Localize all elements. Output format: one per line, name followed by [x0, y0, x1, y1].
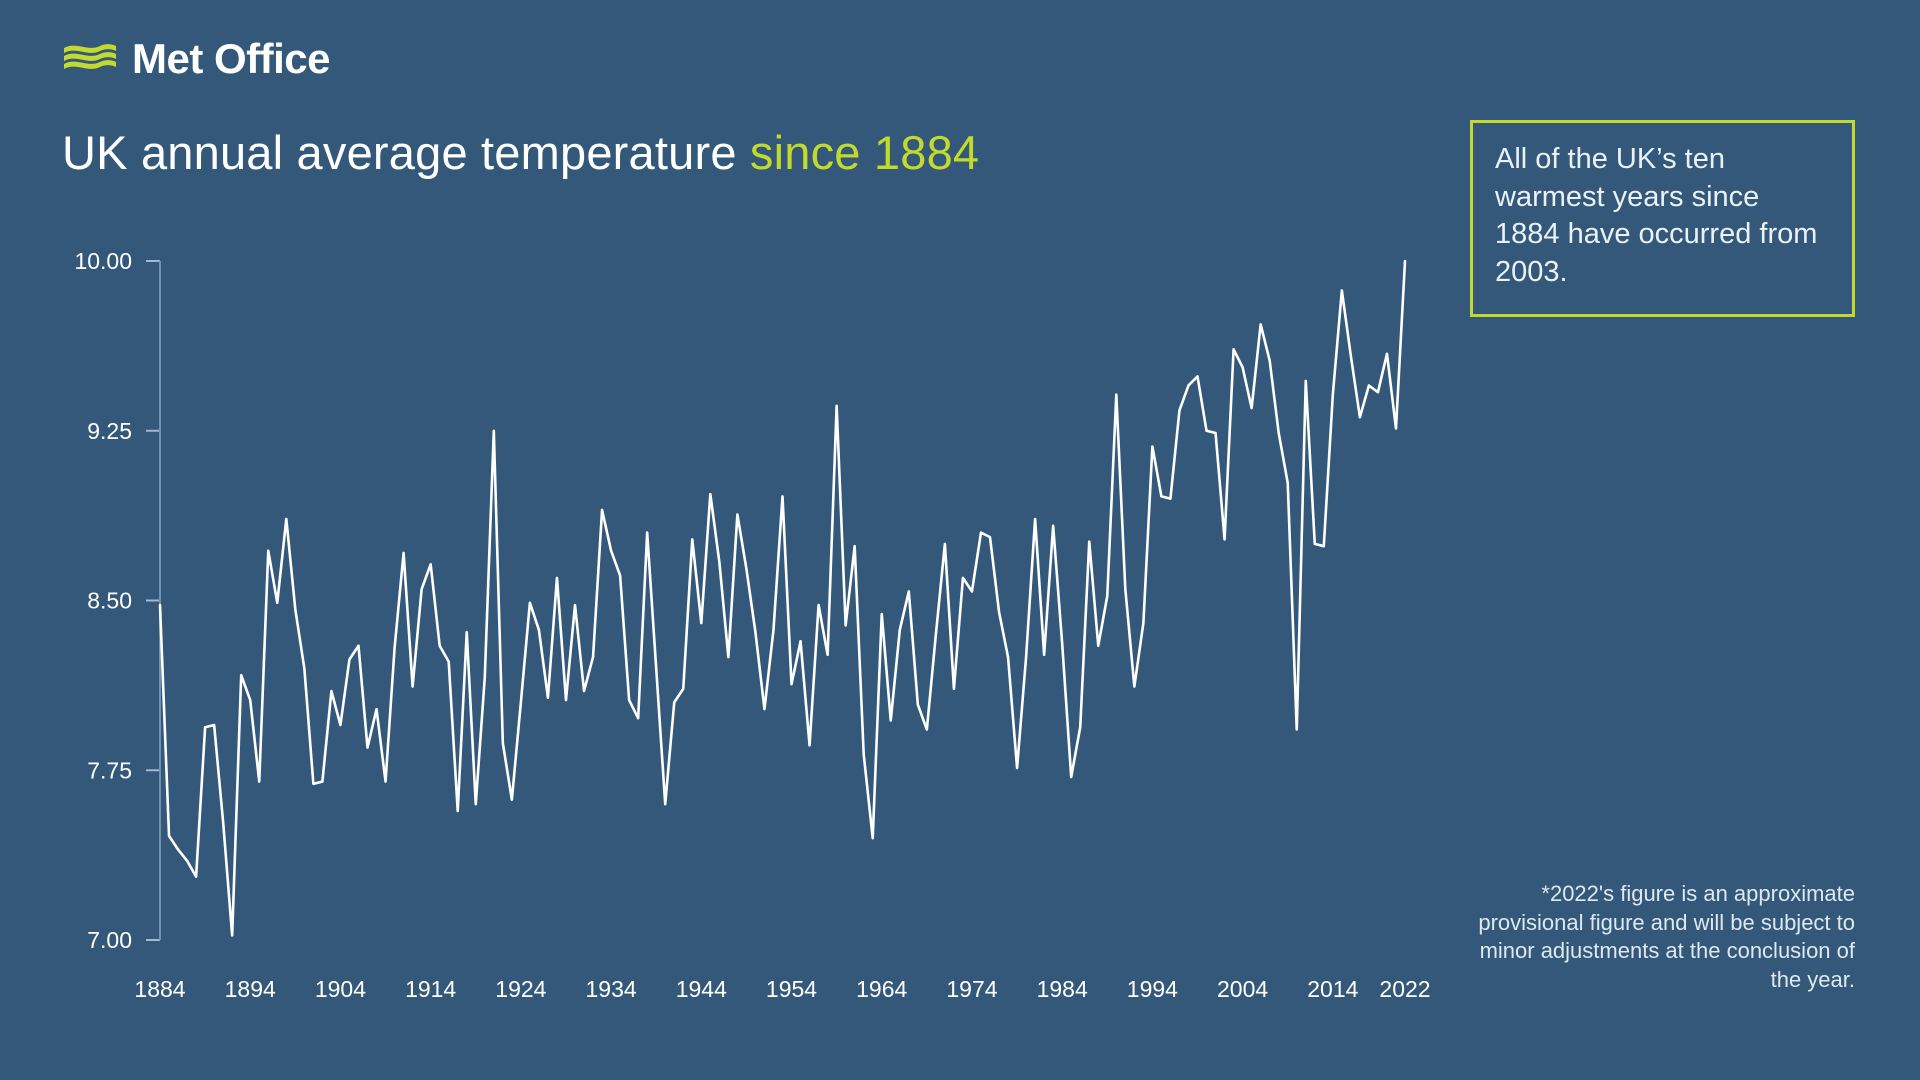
y-tick-label: 10.00 [74, 248, 132, 274]
page-title: UK annual average temperature since 1884 [62, 125, 979, 180]
x-tick-label: 2004 [1217, 976, 1268, 1002]
x-tick-label: 2022 [1379, 976, 1430, 1002]
x-tick-label: 1894 [225, 976, 276, 1002]
x-tick-label: 1884 [134, 976, 185, 1002]
callout-box: All of the UK’s ten warmest years since … [1470, 120, 1855, 317]
x-tick-label: 1974 [946, 976, 997, 1002]
callout-text: All of the UK’s ten warmest years since … [1495, 143, 1818, 289]
met-office-waves-icon [64, 44, 116, 69]
x-tick-label: 1944 [676, 976, 727, 1002]
chart-svg: 10.00 9.25 8.50 7.75 7.00 1884 1894 1904 1914 19… [74, 248, 1430, 1002]
x-tick-label: 1904 [315, 976, 366, 1002]
x-tick-label: 1954 [766, 976, 817, 1002]
y-tick-label: 8.50 [87, 588, 132, 614]
temperature-series-line [158, 259, 1407, 937]
x-tick-label: 1934 [586, 976, 637, 1002]
met-office-logo: Met Office [62, 35, 331, 82]
x-tick-label: 1964 [856, 976, 907, 1002]
y-tick-label: 7.00 [87, 927, 132, 953]
x-axis-ticks: 1884 1894 1904 1914 1924 1934 1944 1954 1964 1974… [134, 976, 1430, 1002]
temperature-line-chart: 10.00 9.25 8.50 7.75 7.00 1884 1894 1904 1914 19… [74, 248, 1430, 1002]
title-main: UK annual average temperature [62, 126, 750, 179]
brand-name: Met Office [132, 35, 331, 82]
title-accent: since 1884 [749, 126, 980, 179]
x-tick-label: 2014 [1307, 976, 1358, 1002]
y-tick-label: 9.25 [87, 418, 132, 444]
x-tick-label: 1994 [1127, 976, 1178, 1002]
x-tick-label: 1914 [405, 976, 456, 1002]
footnote-text: *2022's figure is an approximate provisi… [1478, 881, 1855, 992]
x-tick-label: 1924 [495, 976, 546, 1002]
y-axis-ticks: 10.00 9.25 8.50 7.75 7.00 [74, 248, 160, 953]
y-tick-label: 7.75 [87, 757, 132, 783]
x-tick-label: 1984 [1037, 976, 1088, 1002]
